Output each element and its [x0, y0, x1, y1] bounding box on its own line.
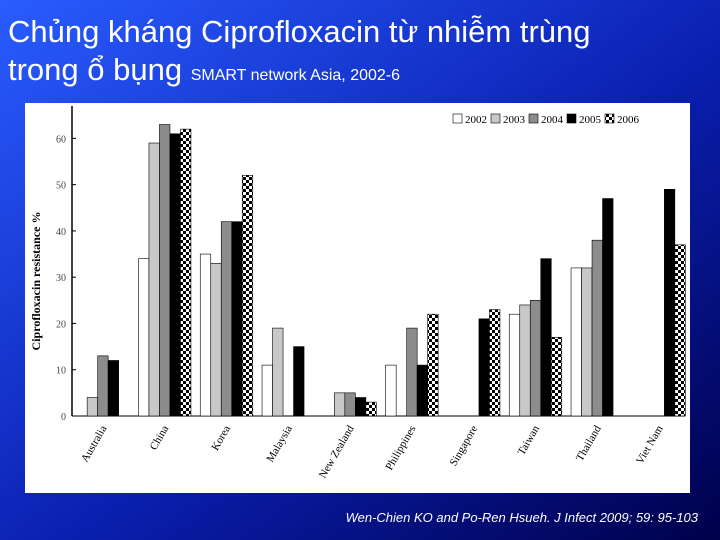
- bar: [602, 198, 614, 417]
- bar: [508, 313, 521, 417]
- legend-swatch: [566, 113, 577, 124]
- bar: [272, 327, 284, 417]
- bar: [674, 244, 686, 417]
- bar: [159, 124, 171, 417]
- legend-label: 2005: [579, 114, 602, 126]
- bar: [591, 239, 603, 417]
- bar: [550, 337, 563, 417]
- bar: [489, 309, 501, 417]
- bar: [334, 392, 346, 417]
- bar: [86, 397, 98, 417]
- bar: [241, 175, 254, 417]
- bar: [344, 392, 356, 417]
- bar: [261, 364, 273, 417]
- bar: [180, 128, 192, 417]
- legend-swatch: [452, 113, 463, 124]
- title-line: trong ổ bụng: [8, 52, 182, 87]
- bar: [231, 221, 243, 417]
- legend-label: 2003: [503, 114, 526, 126]
- bar: [416, 364, 428, 417]
- bar: [570, 267, 582, 417]
- y-tick-label: 20: [56, 319, 66, 330]
- y-axis-label: Ciprofloxacin resistance %: [29, 212, 43, 351]
- legend-label: 2006: [617, 114, 640, 126]
- legend-swatch: [490, 113, 501, 124]
- bar: [406, 327, 418, 417]
- subtitle: SMART network Asia, 2002-6: [191, 67, 400, 84]
- bar: [293, 346, 305, 417]
- legend-label: 2002: [465, 114, 487, 126]
- bar: [529, 300, 542, 417]
- legend-swatch: [528, 113, 539, 124]
- y-tick-label: 60: [56, 134, 66, 145]
- title: trong ổ bụng SMART network Asia, 2002-6: [8, 52, 400, 87]
- citation: Wen-Chien KO and Po-Ren Hsueh. J Infect …: [346, 510, 699, 525]
- bar: [199, 253, 212, 417]
- bar: [385, 364, 397, 417]
- legend-label: 2004: [541, 114, 564, 126]
- bar: [148, 142, 160, 417]
- y-tick-label: 10: [56, 366, 66, 377]
- bar: [97, 355, 109, 417]
- legend-swatch: [604, 113, 615, 124]
- title: Chủng kháng Ciprofloxacin từ nhiễm trùng: [8, 14, 591, 49]
- bar: [220, 221, 233, 417]
- bar: [107, 360, 119, 417]
- bar: [169, 133, 181, 417]
- y-tick-label: 50: [56, 181, 66, 192]
- bar: [138, 258, 150, 417]
- bar: [355, 397, 367, 417]
- bar: [519, 304, 531, 417]
- bar: [210, 263, 222, 417]
- bar: [427, 313, 439, 417]
- bar: [581, 267, 593, 417]
- bar: [540, 258, 552, 417]
- y-tick-label: 40: [56, 227, 66, 238]
- y-tick-label: 0: [61, 412, 66, 423]
- bar: [664, 188, 676, 417]
- y-tick-label: 30: [56, 273, 66, 284]
- bar: [365, 401, 377, 417]
- bar: [478, 318, 490, 417]
